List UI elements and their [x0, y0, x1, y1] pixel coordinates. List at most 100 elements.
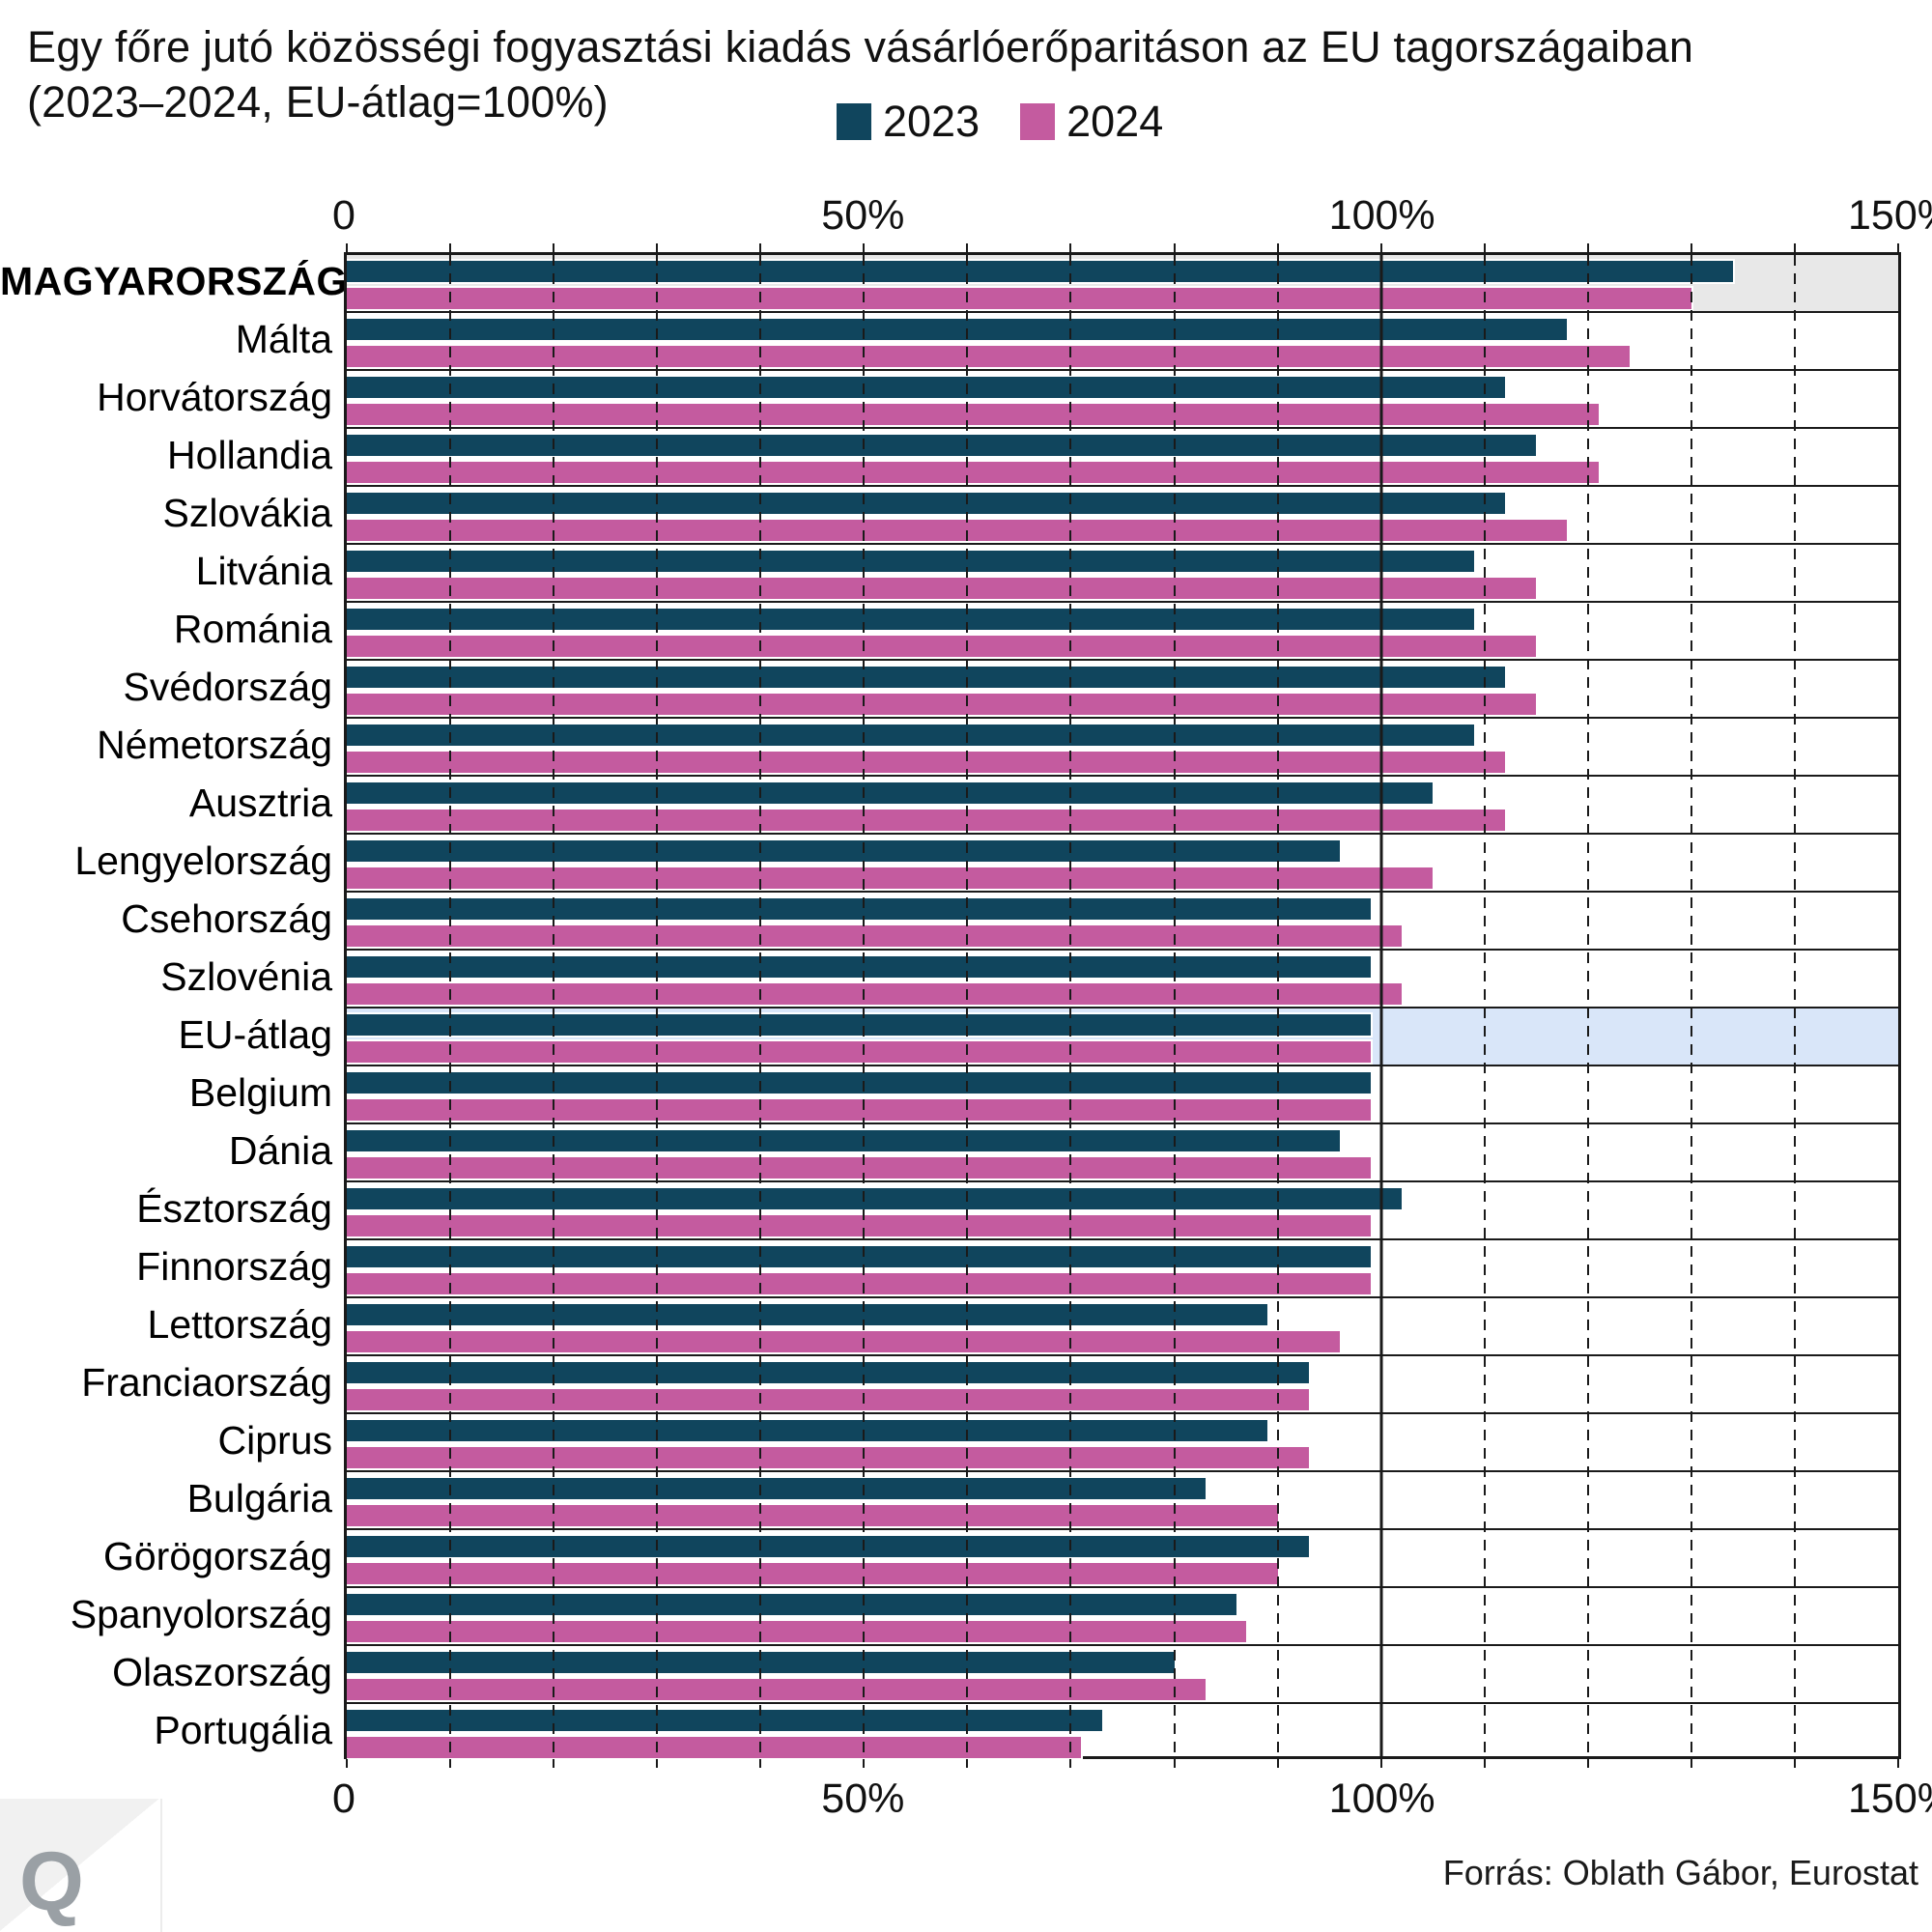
bar-row [347, 1472, 1898, 1530]
bar-2024 [347, 634, 1539, 659]
legend-swatch-2023 [837, 103, 871, 140]
x-axis-top: 0 50% 100% 150% [332, 192, 1932, 239]
bar-2024 [347, 692, 1539, 717]
bar-2024 [347, 1271, 1373, 1296]
bar-2024 [347, 1445, 1311, 1470]
bar-2024 [347, 1619, 1249, 1644]
bar-2023 [347, 896, 1373, 922]
bar-2023 [347, 1708, 1104, 1733]
axis-tick-label: 0 [332, 192, 355, 239]
bar-2023 [347, 1012, 1373, 1037]
country-label: Ciprus [217, 1418, 332, 1463]
bar-2023 [347, 375, 1508, 400]
axis-tick-label: 150% [1848, 1776, 1932, 1822]
bar-2024 [347, 286, 1693, 311]
x-axis-bottom: 0 50% 100% 150% [332, 1776, 1932, 1822]
bar-2024 [347, 1155, 1373, 1180]
bar-row [347, 603, 1898, 661]
legend-label-2023: 2023 [883, 97, 980, 146]
bar-row [347, 429, 1898, 487]
bar-2023 [347, 1186, 1405, 1211]
axis-tickmark [1173, 243, 1176, 252]
axis-tick-label: 150% [1848, 192, 1932, 239]
country-label: Románia [173, 607, 332, 651]
bar-2024 [347, 1387, 1311, 1412]
bar-2024 [347, 923, 1405, 949]
axis-tickmark [966, 243, 969, 252]
bar-2024 [347, 402, 1601, 427]
bar-2023 [347, 433, 1539, 458]
bar-2023 [347, 1650, 1177, 1675]
country-label: Bulgária [186, 1476, 332, 1520]
chart-title-line1: Egy főre jutó közösségi fogyasztási kiad… [27, 22, 1694, 71]
bar-2024 [347, 808, 1508, 833]
bar-2023 [347, 1128, 1342, 1153]
country-label: Szlovénia [160, 954, 332, 999]
chart-title: Egy főre jutó közösségi fogyasztási kiad… [27, 19, 1693, 129]
legend: 2023 2024 [837, 97, 1163, 147]
axis-tickmark [1897, 243, 1899, 252]
logo-letter-q: Q [19, 1835, 84, 1928]
bar-row [347, 1124, 1898, 1182]
bar-2023 [347, 317, 1570, 342]
country-label: Litvánia [195, 549, 332, 593]
bar-row [347, 1356, 1898, 1414]
source-note: Forrás: Oblath Gábor, Eurostat [1442, 1853, 1918, 1892]
country-label: Belgium [188, 1070, 332, 1115]
bar-row [347, 1646, 1898, 1704]
bar-row [347, 893, 1898, 951]
bar-row [347, 777, 1898, 835]
bars-layer [347, 255, 1898, 1762]
bar-2024 [347, 750, 1508, 775]
country-label: Csehország [121, 896, 332, 941]
axis-tickmark [449, 243, 452, 252]
bar-2024 [347, 981, 1405, 1007]
bar-row [347, 1009, 1898, 1066]
bar-2024 [347, 1735, 1084, 1760]
bar-row [347, 1414, 1898, 1472]
bar-2024 [347, 518, 1570, 543]
legend-label-2024: 2024 [1066, 97, 1164, 146]
legend-swatch-2024 [1020, 103, 1056, 140]
bar-2024 [347, 1329, 1342, 1354]
axis-tickmark [759, 243, 762, 252]
country-label: Szlovákia [162, 491, 332, 535]
bar-2023 [347, 549, 1477, 574]
bar-2023 [347, 491, 1508, 516]
axis-tickmark [1069, 243, 1072, 252]
axis-tickmark [656, 243, 659, 252]
bar-2024 [347, 576, 1539, 601]
bar-row [347, 545, 1898, 603]
bar-2023 [347, 1070, 1373, 1095]
category-labels: MAGYARORSZÁG Málta Horvátország Hollandia Sz… [0, 252, 348, 1759]
bar-row [347, 719, 1898, 777]
legend-item-2024: 2024 [1020, 97, 1163, 147]
axis-tickmark [1379, 243, 1382, 252]
axis-tick-label: 100% [1328, 192, 1435, 239]
bar-2023 [347, 1534, 1311, 1559]
axis-tickmark [1690, 243, 1692, 252]
legend-item-2023: 2023 [837, 97, 980, 147]
axis-tick-label: 50% [821, 192, 905, 239]
plot-area [344, 243, 1901, 1768]
bar-row [347, 1704, 1898, 1762]
axis-tickmark [863, 243, 866, 252]
bar-2024 [347, 344, 1632, 369]
bar-2024 [347, 1097, 1373, 1122]
bar-row [347, 487, 1898, 545]
country-label: Franciaország [81, 1360, 332, 1405]
axis-tickmark [1793, 243, 1796, 252]
axis-tick-label: 0 [332, 1776, 355, 1822]
bar-row [347, 1182, 1898, 1240]
bar-2023 [347, 1302, 1269, 1327]
country-label: Finnország [136, 1244, 332, 1289]
bar-2024 [347, 1213, 1373, 1238]
bar-2024 [347, 866, 1435, 891]
country-label: Svédország [123, 665, 332, 709]
bar-row [347, 1240, 1898, 1298]
bar-2024 [347, 1039, 1373, 1065]
country-label: MAGYARORSZÁG [0, 259, 348, 303]
bar-2023 [347, 259, 1735, 284]
chart-title-line2: (2023–2024, EU-átlag=100%) [27, 77, 609, 127]
